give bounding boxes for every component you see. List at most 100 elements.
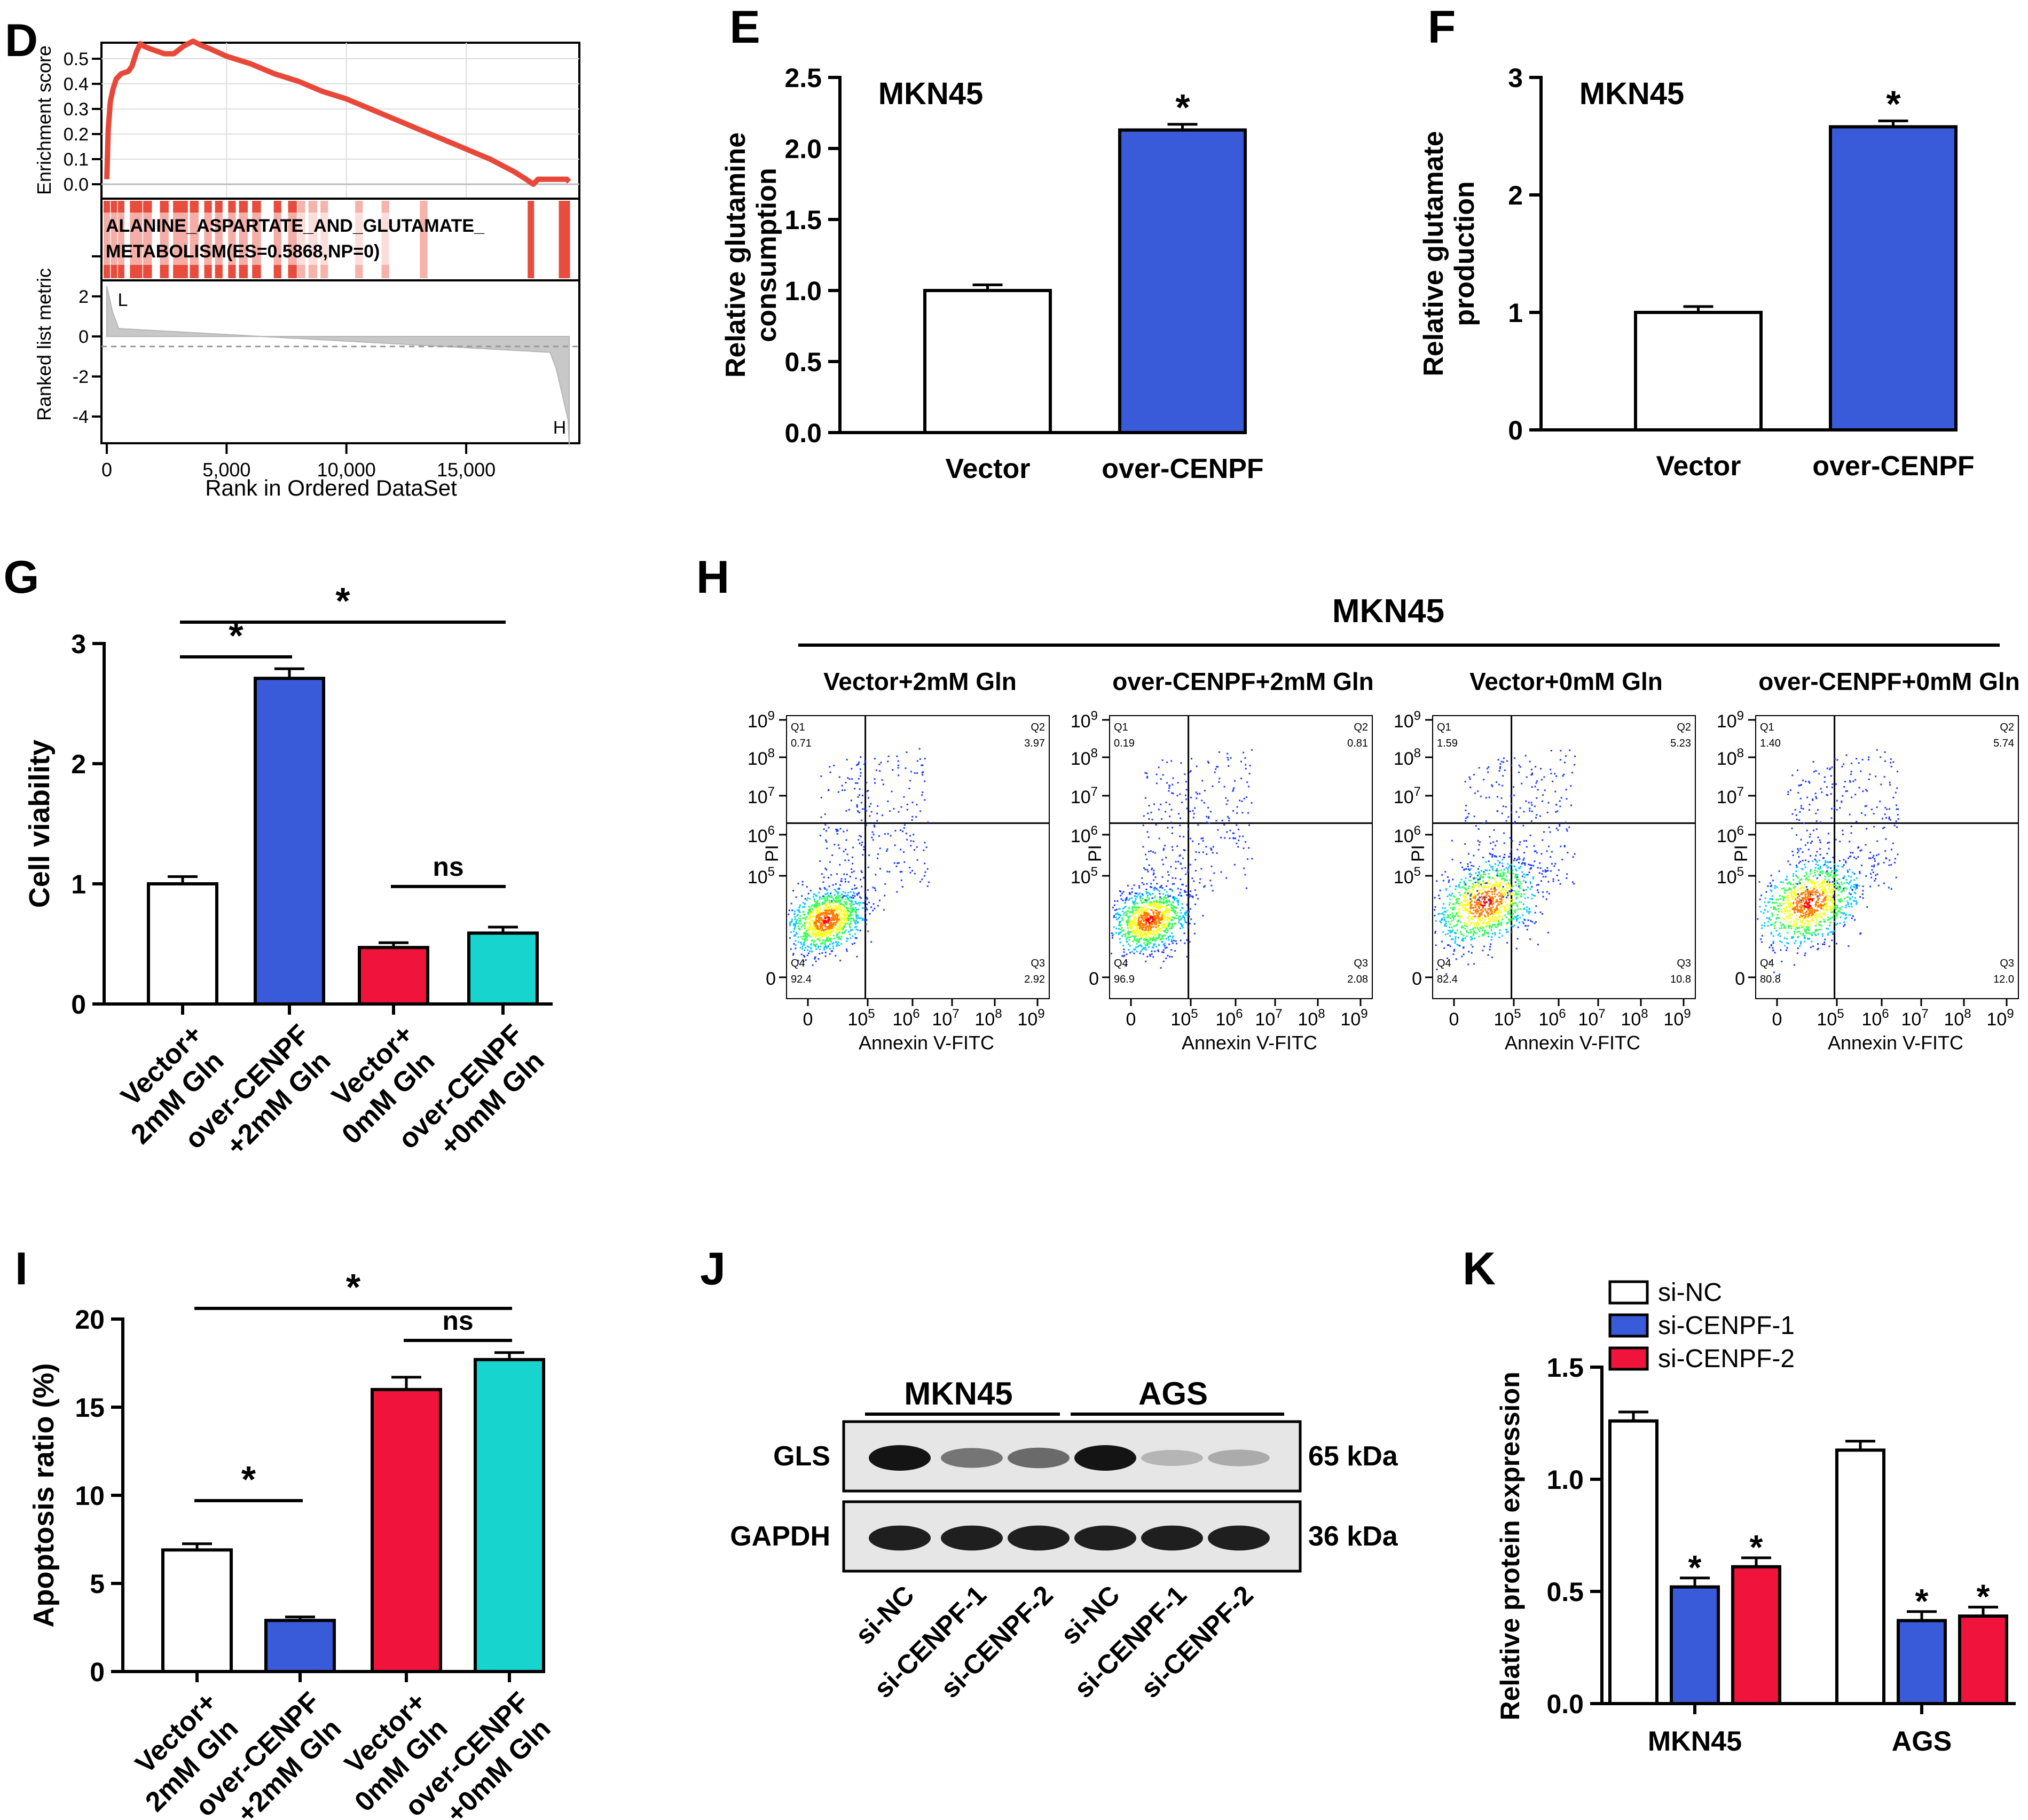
event-dot [1452, 914, 1454, 916]
event-dot [854, 910, 856, 912]
event-dot [1835, 906, 1837, 908]
event-dot [1158, 927, 1160, 929]
event-dots [1111, 749, 1253, 969]
event-dot [1509, 909, 1511, 911]
event-dot [1153, 901, 1156, 904]
event-dot [1490, 917, 1492, 919]
event-dot [1520, 883, 1522, 885]
event-dot [1200, 868, 1202, 870]
event-dot [850, 937, 852, 939]
event-dot [1493, 920, 1495, 922]
flow-y-tick-label: 106 [1394, 823, 1421, 846]
event-dot [1157, 908, 1159, 910]
event-dot [1819, 870, 1821, 873]
event-dot [1550, 772, 1552, 774]
event-dot [1458, 905, 1460, 907]
event-dot [1190, 890, 1192, 892]
event-dot [1822, 887, 1825, 889]
event-dot [1166, 761, 1168, 763]
event-dot [1477, 909, 1479, 912]
event-dot [845, 781, 847, 783]
event-dot [1156, 782, 1158, 785]
event-dot [1490, 896, 1492, 898]
event-dot [1491, 868, 1494, 870]
event-dot [1134, 895, 1136, 897]
event-dot [1473, 893, 1475, 896]
event-dot [1132, 922, 1134, 924]
event-dot [1161, 913, 1163, 915]
event-dot [1504, 894, 1506, 896]
event-dot [1489, 852, 1491, 854]
event-dot [845, 914, 847, 916]
event-dot [1120, 914, 1121, 916]
event-dot [1456, 929, 1458, 931]
event-dot [1512, 899, 1514, 901]
event-dot [1506, 879, 1508, 881]
event-dot [1499, 856, 1501, 857]
event-dot [793, 913, 796, 915]
event-dot [806, 916, 808, 918]
flow-x-axis-label: Annexin V-FITC [1505, 1032, 1640, 1054]
event-dot [1540, 779, 1543, 781]
event-dot [1118, 908, 1120, 910]
event-dot [1179, 793, 1181, 795]
event-dot [1779, 940, 1781, 943]
event-dot [815, 923, 817, 925]
event-dot [1469, 924, 1471, 926]
event-dot [1139, 909, 1141, 911]
event-dot [1518, 921, 1520, 923]
event-dot [1814, 905, 1817, 907]
event-dot [856, 764, 858, 766]
event-dot [1123, 912, 1126, 914]
event-dot [1571, 881, 1574, 883]
event-dot [1562, 775, 1564, 777]
event-dot [1123, 907, 1126, 909]
event-dot [1812, 882, 1814, 884]
event-dot [819, 939, 821, 942]
event-dot [1180, 817, 1181, 819]
sig-star-inner: * [229, 615, 243, 656]
event-dot [1457, 919, 1459, 921]
event-dot [804, 938, 806, 940]
event-dot [821, 935, 823, 937]
event-dot [1466, 923, 1468, 925]
event-dot [1802, 890, 1804, 892]
event-dot [1138, 911, 1141, 913]
event-dot [1190, 895, 1192, 897]
event-dot [1822, 905, 1825, 907]
event-dot [1167, 916, 1168, 918]
event-dot [826, 947, 828, 949]
event-dot [851, 908, 853, 911]
event-dot [1511, 893, 1513, 896]
event-dot [875, 874, 877, 876]
event-dot [1770, 944, 1772, 946]
event-dot [812, 943, 814, 945]
event-dot [819, 913, 821, 915]
event-dot [893, 808, 895, 810]
event-dot [835, 909, 837, 911]
event-dot [1452, 929, 1454, 931]
event-dot [1451, 926, 1453, 928]
event-dot [1199, 793, 1201, 795]
event-dot [1168, 917, 1170, 919]
event-dot [1452, 919, 1455, 921]
event-dot [1559, 883, 1561, 885]
event-dot [1135, 933, 1137, 935]
event-dot [1157, 916, 1159, 918]
event-dot [1147, 908, 1149, 911]
event-dot [848, 899, 851, 901]
event-dot [1845, 904, 1847, 906]
event-dot [1485, 893, 1488, 896]
event-dot [1568, 826, 1570, 828]
event-dot [1807, 875, 1809, 877]
event-dot [1532, 876, 1534, 878]
event-dot [1523, 852, 1526, 854]
event-dot [824, 903, 827, 905]
flow-y-tick-label: 108 [1071, 746, 1098, 769]
event-dot [1485, 820, 1487, 822]
event-dot [823, 943, 826, 945]
event-dot [1542, 839, 1544, 841]
event-dot [797, 960, 799, 962]
event-dot [1457, 915, 1459, 917]
